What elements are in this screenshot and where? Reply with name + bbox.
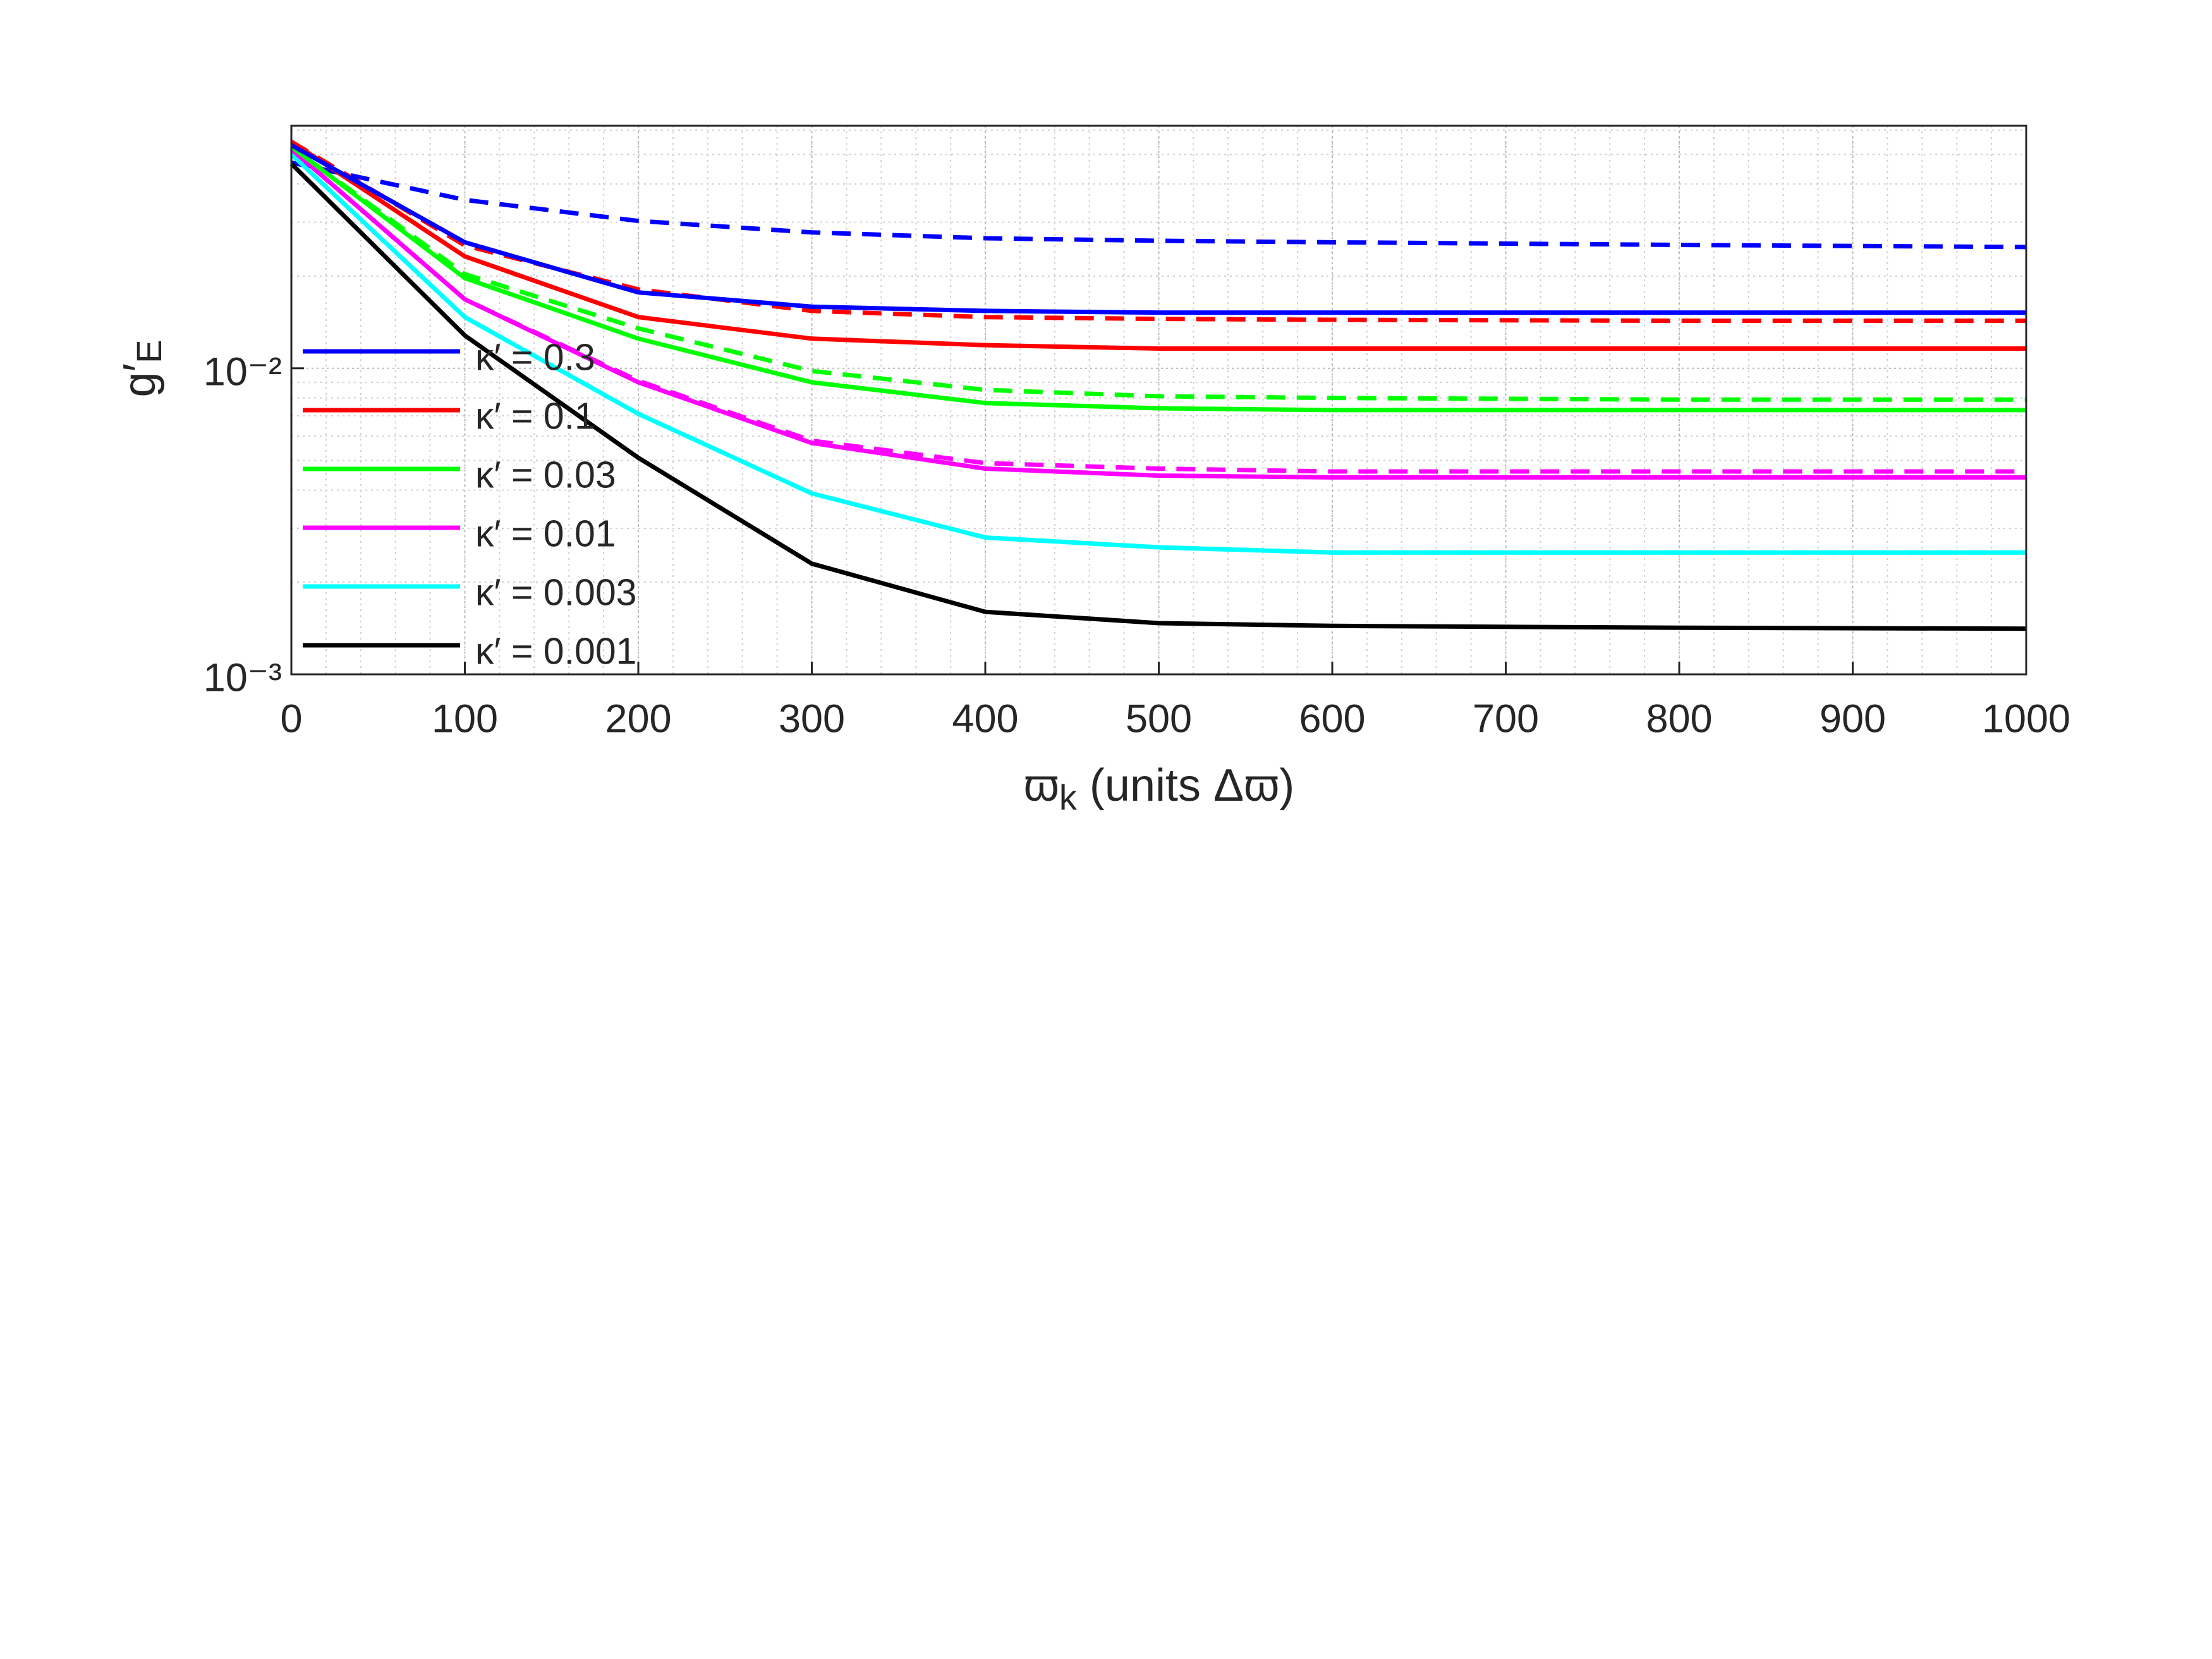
series-line	[289, 147, 2026, 480]
x-label-rest: (units Δϖ)	[1077, 760, 1294, 811]
legend-label: κ′ = 0.3	[475, 337, 595, 379]
legend-label: κ′ = 0.03	[475, 454, 616, 496]
x-label-sub: k	[1059, 777, 1078, 817]
x-label-main: ϖ	[1024, 760, 1059, 811]
x-tick-label: 900	[1820, 697, 1886, 741]
x-tick-label: 300	[779, 697, 845, 741]
y-tick-label: 10⁻²	[204, 349, 282, 394]
x-tick-label: 1000	[1982, 697, 2070, 741]
dashed-line	[289, 145, 2026, 402]
y-label-sub: E	[129, 340, 169, 363]
series-line	[289, 152, 2026, 555]
series-line	[290, 140, 2026, 351]
x-tick-label: 100	[432, 697, 498, 741]
plot-frame	[290, 125, 2027, 676]
series-line	[289, 145, 2026, 413]
legend-label: κ′ = 0.001	[475, 631, 636, 672]
x-tick-label: 600	[1299, 697, 1365, 741]
dashed-line	[291, 160, 2027, 250]
y-tick-label: 10⁻³	[204, 656, 282, 700]
x-tick-label: 200	[605, 697, 671, 741]
x-axis-label: ϖk (units Δϖ)	[1024, 760, 1295, 817]
x-tick-label: 400	[952, 697, 1018, 741]
x-tick-label: 0	[280, 697, 302, 741]
y-label-main: g′	[114, 363, 165, 398]
series-line	[289, 162, 2027, 631]
y-axis-label: g′E	[114, 340, 169, 398]
legend-label: κ′ = 0.01	[475, 513, 616, 555]
series-line	[290, 143, 2026, 315]
x-tick-label: 500	[1126, 697, 1192, 741]
x-tick-label: 700	[1473, 697, 1539, 741]
legend-label: κ′ = 0.003	[475, 572, 636, 614]
x-tick-label: 800	[1646, 697, 1712, 741]
dashed-line	[290, 140, 2026, 324]
legend-label: κ′ = 0.1	[475, 396, 595, 437]
